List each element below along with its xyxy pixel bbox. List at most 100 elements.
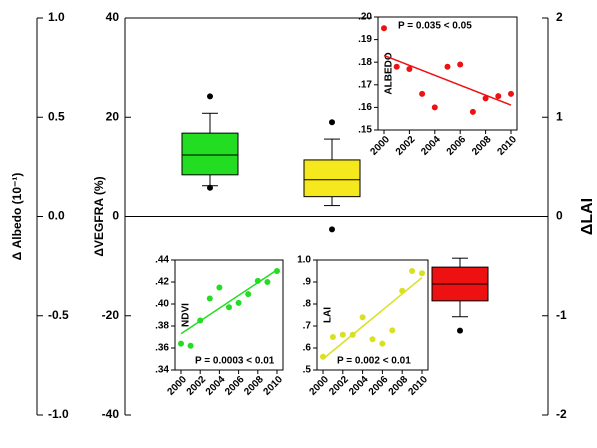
x-tick-label: 2010 <box>261 374 285 398</box>
point <box>389 327 396 334</box>
outlier <box>329 119 335 126</box>
point <box>264 279 271 285</box>
point <box>359 314 366 321</box>
trend-line <box>322 277 423 360</box>
y-label: ΔVEGFRA (%) <box>92 176 106 256</box>
trend-line <box>383 54 512 106</box>
point <box>406 65 413 72</box>
x-tick-label: 2004 <box>419 134 443 158</box>
point <box>409 268 416 274</box>
point <box>381 25 387 32</box>
outlier <box>329 226 335 233</box>
y-tick-label: .36 <box>155 343 169 354</box>
point <box>245 291 252 298</box>
y-tick-label: .7 <box>303 321 312 332</box>
point <box>457 61 464 68</box>
x-tick-label: 2006 <box>367 374 391 398</box>
inset-frame <box>316 259 429 371</box>
y-tick-label: 0 <box>112 209 119 223</box>
box <box>181 132 239 176</box>
p-annotation: P = 0.035 < 0.05 <box>398 21 472 32</box>
point <box>419 270 425 277</box>
y-tick-label: .19 <box>358 34 372 45</box>
y2-tick-label: -2 <box>556 407 567 421</box>
point <box>226 304 232 311</box>
point <box>444 63 451 70</box>
x-tick-label: 2008 <box>242 374 266 398</box>
point <box>254 277 261 284</box>
point <box>495 93 502 100</box>
point <box>349 331 356 338</box>
y2-tick-label: 1 <box>556 109 563 123</box>
x-tick-label: 2004 <box>204 374 228 398</box>
point <box>235 299 242 306</box>
point <box>379 340 386 347</box>
y-tick-label: .6 <box>303 343 312 354</box>
point <box>339 331 346 338</box>
point <box>197 317 204 324</box>
y-tick-label: .42 <box>155 277 169 288</box>
x-tick-label: 2006 <box>223 374 247 398</box>
p-annotation: P = 0.0003 < 0.01 <box>195 356 275 367</box>
p-annotation: P = 0.002 < 0.01 <box>337 356 411 367</box>
y0-tick-label: 1.0 <box>48 10 65 24</box>
point <box>216 284 223 291</box>
x-tick-label: 2000 <box>165 374 189 398</box>
point <box>178 340 184 347</box>
y-tick-label: .40 <box>155 299 169 310</box>
point <box>329 334 336 340</box>
y0-tick-label: 0.5 <box>48 109 65 123</box>
x-tick-label: 2008 <box>387 374 411 398</box>
box <box>303 159 361 198</box>
y2-label: ΔLAI <box>579 198 596 235</box>
y-tick-label: .8 <box>303 299 312 310</box>
y2-tick-label: 0 <box>556 209 563 223</box>
inset-y-label: NDVI <box>181 303 192 327</box>
x-tick-label: 2000 <box>368 134 392 158</box>
x-tick-label: 2008 <box>470 134 494 158</box>
x-tick-label: 2002 <box>327 374 351 398</box>
y0-tick-label: -0.5 <box>48 308 69 322</box>
y-tick-label: .17 <box>358 79 372 90</box>
y-tick-label: .34 <box>155 365 169 376</box>
x-tick-label: 2010 <box>406 374 430 398</box>
y-tick-label: .38 <box>155 321 169 332</box>
outlier <box>207 184 213 191</box>
y0-label: Δ Albedo (10⁻¹) <box>10 173 24 261</box>
point <box>482 95 489 102</box>
trend-line <box>180 269 278 335</box>
inset-y-label: LAI <box>323 307 334 323</box>
point <box>431 104 438 111</box>
y-tick-label: 20 <box>106 109 120 123</box>
point <box>187 342 194 349</box>
y-tick-label: .15 <box>358 125 372 136</box>
point <box>369 336 376 343</box>
x-tick-label: 2000 <box>307 374 331 398</box>
x-tick-label: 2002 <box>185 374 209 398</box>
x-tick-label: 2002 <box>394 134 418 158</box>
y-tick-label: .20 <box>358 12 372 23</box>
point <box>399 287 406 294</box>
point <box>206 295 213 302</box>
y-tick-label: .16 <box>358 102 372 113</box>
y-tick-label: .18 <box>358 57 372 68</box>
y0-tick-label: 0.0 <box>48 209 65 223</box>
y-tick-label: 40 <box>106 10 120 24</box>
y2-tick-label: 2 <box>556 10 563 24</box>
inset-frame <box>377 16 518 131</box>
x-tick-label: 2010 <box>495 134 519 158</box>
y-tick-label: .44 <box>155 255 169 266</box>
y2-tick-label: -1 <box>556 308 567 322</box>
y-tick-label: .9 <box>303 277 312 288</box>
point <box>393 63 400 70</box>
point <box>320 353 326 360</box>
point <box>469 108 476 115</box>
x-tick-label: 2004 <box>347 374 371 398</box>
outlier <box>457 327 463 334</box>
outlier <box>207 93 213 100</box>
point <box>419 90 426 97</box>
x-tick-label: 2006 <box>445 134 469 158</box>
y-tick-label: 1.0 <box>297 255 311 266</box>
y-tick-label: -20 <box>102 308 120 322</box>
